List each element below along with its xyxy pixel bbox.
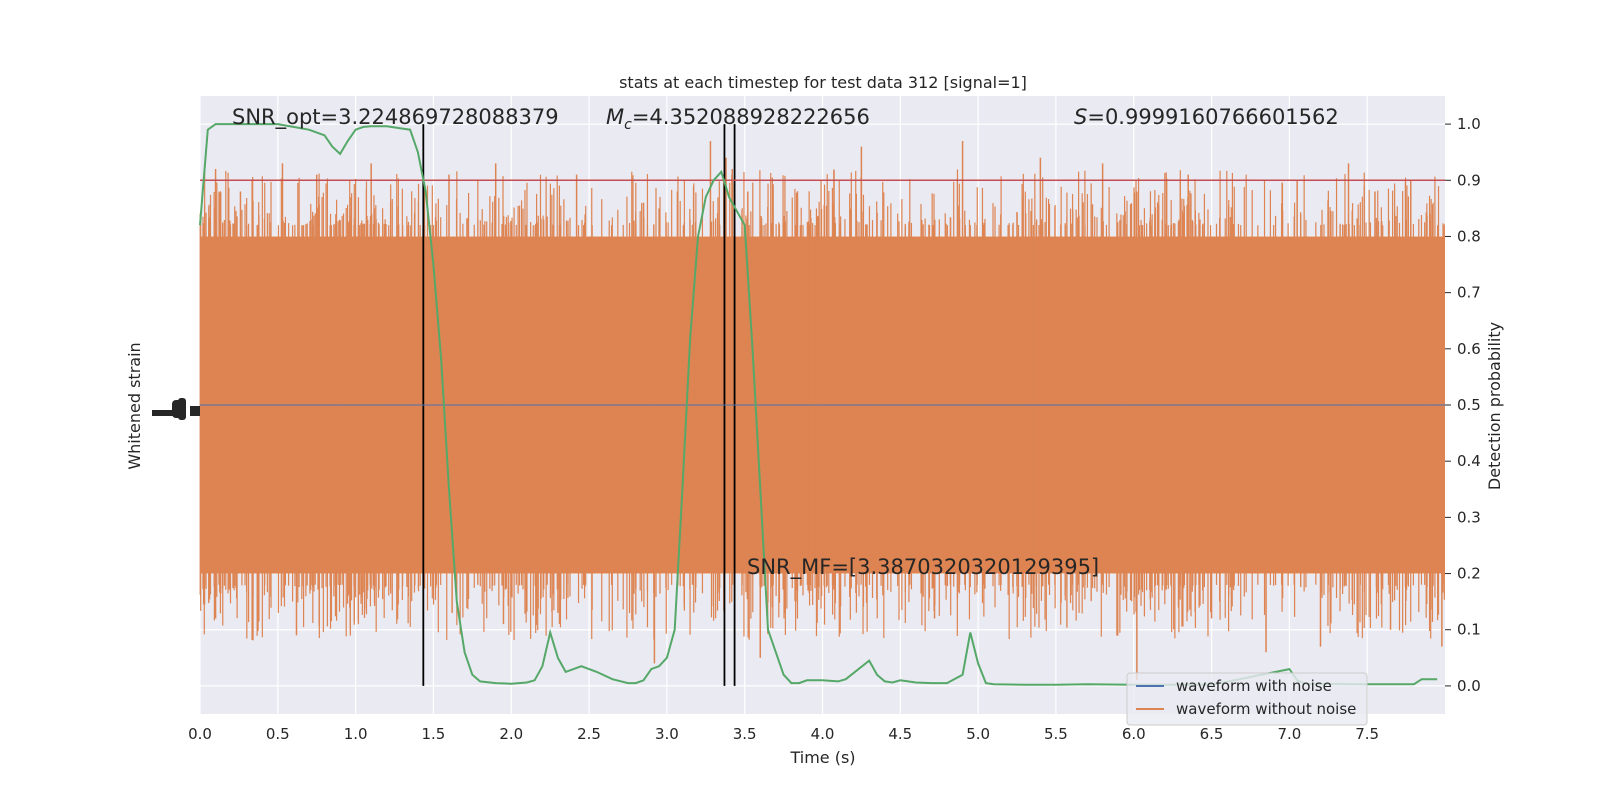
left-axis-label: Whitened strain <box>125 342 144 469</box>
x-tick-label: 3.0 <box>655 725 679 743</box>
x-axis-label: Time (s) <box>789 748 855 767</box>
x-tick-label: 5.0 <box>966 725 990 743</box>
x-tick-label: 4.5 <box>888 725 912 743</box>
chart-title: stats at each timestep for test data 312… <box>619 73 1027 92</box>
x-tick-label: 7.0 <box>1277 725 1301 743</box>
legend-label-with-noise: waveform with noise <box>1176 677 1332 695</box>
right-tick-label: 0.2 <box>1457 565 1481 583</box>
right-tick-label: 0.1 <box>1457 621 1481 639</box>
right-tick-label: 0.6 <box>1457 340 1481 358</box>
x-tick-label: 5.5 <box>1044 725 1068 743</box>
s-score-value: =0.9999160766601562 <box>1087 105 1338 129</box>
s-score-symbol: S <box>1074 105 1087 129</box>
chirp-mass-annotation: Mc=4.352088928222656 <box>606 105 870 133</box>
legend-label-without-noise: waveform without noise <box>1176 700 1356 718</box>
x-axis-ticks: 0.0 0.5 1.0 1.5 2.0 2.5 3.0 3.5 4.0 4.5 5.0 5.5 6.0 6… <box>188 725 1379 743</box>
snr-opt-annotation: SNR_opt=3.224869728088379 <box>232 105 559 130</box>
s-score-annotation: S=0.9999160766601562 <box>1074 105 1339 129</box>
right-axis-label: Detection probability <box>1485 322 1504 490</box>
right-tick-label: 0.5 <box>1457 396 1481 414</box>
right-tick-label: 0.3 <box>1457 508 1481 526</box>
x-tick-label: 1.0 <box>344 725 368 743</box>
left-axis-tick-clutter <box>152 398 200 420</box>
x-tick-label: 4.0 <box>811 725 835 743</box>
legend-box <box>1126 672 1368 726</box>
chirp-mass-symbol: M <box>606 105 624 129</box>
x-tick-label: 7.5 <box>1355 725 1379 743</box>
x-tick-label: 2.5 <box>577 725 601 743</box>
x-tick-label: 2.0 <box>499 725 523 743</box>
legend: waveform with noise waveform without noi… <box>1126 672 1368 726</box>
right-tick-label: 0.9 <box>1457 171 1481 189</box>
x-tick-label: 0.5 <box>266 725 290 743</box>
right-tick-label: 0.7 <box>1457 284 1481 302</box>
chirp-mass-value: =4.352088928222656 <box>632 105 870 129</box>
right-axis-ticks: 0.0 0.1 0.2 0.3 0.4 0.5 0.6 0.7 0.8 0.9 1.0 <box>1445 115 1481 695</box>
chirp-mass-subscript: c <box>624 117 632 133</box>
x-tick-label: 0.0 <box>188 725 212 743</box>
right-tick-label: 0.0 <box>1457 677 1481 695</box>
detection-probability-line <box>199 123 1438 686</box>
x-tick-label: 6.5 <box>1200 725 1224 743</box>
x-tick-label: 1.5 <box>422 725 446 743</box>
x-tick-label: 6.0 <box>1122 725 1146 743</box>
snr-mf-annotation: SNR_MF=[3.3870320320129395] <box>747 555 1099 580</box>
right-tick-label: 0.4 <box>1457 452 1481 470</box>
x-tick-label: 3.5 <box>733 725 757 743</box>
right-tick-label: 1.0 <box>1457 115 1481 133</box>
right-tick-label: 0.8 <box>1457 227 1481 245</box>
